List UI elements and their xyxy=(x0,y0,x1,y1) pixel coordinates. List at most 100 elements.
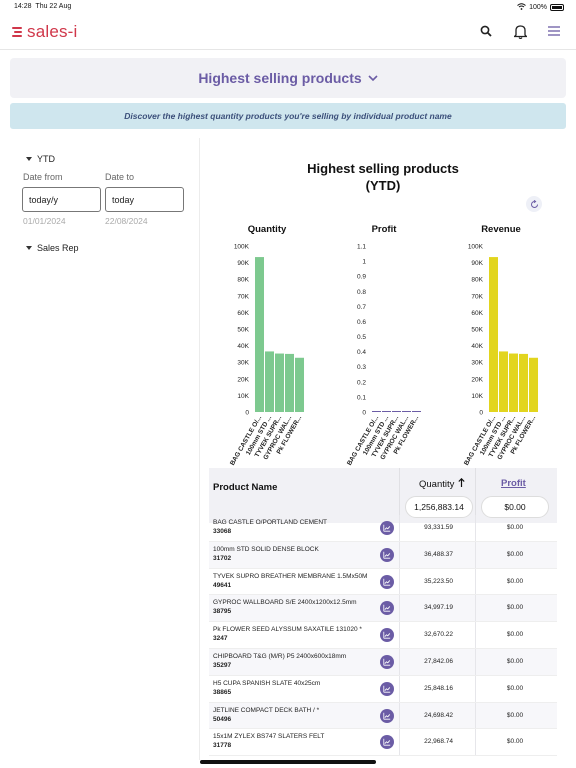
bar xyxy=(295,357,304,412)
product-name: JETLINE COMPACT DECK BATH / * xyxy=(213,706,320,714)
bar xyxy=(372,411,381,412)
chart-title-line2: (YTD) xyxy=(365,178,401,193)
y-tick-label: 30K xyxy=(471,360,483,367)
period-filter-toggle[interactable]: YTD xyxy=(26,154,55,164)
product-code: 38865 xyxy=(213,688,232,696)
trend-chart-icon[interactable] xyxy=(380,735,394,750)
product-quantity: 25,848.16 xyxy=(424,684,453,692)
caret-down-icon xyxy=(26,157,32,161)
table-row[interactable]: Pk FLOWER SEED ALYSSUM SAXATILE 131020 *… xyxy=(209,622,557,649)
y-tick-label: 0 xyxy=(245,410,249,417)
refresh-icon[interactable] xyxy=(526,196,542,212)
column-divider xyxy=(475,468,476,523)
y-tick-label: 0.4 xyxy=(357,349,366,356)
bar xyxy=(499,351,508,412)
y-tick-label: 50K xyxy=(237,327,249,334)
report-selector[interactable]: Highest selling products xyxy=(10,58,566,98)
column-divider xyxy=(475,568,476,595)
product-profit: $0.00 xyxy=(506,711,524,719)
hamburger-menu-icon[interactable] xyxy=(546,23,562,39)
trend-chart-icon[interactable] xyxy=(380,521,394,535)
battery-percent: 100% xyxy=(529,4,547,11)
date-from-resolved: 01/01/2024 xyxy=(23,216,66,226)
trend-chart-icon[interactable] xyxy=(380,574,394,589)
column-divider xyxy=(399,622,400,648)
column-divider xyxy=(399,702,400,729)
product-quantity: 36,488.37 xyxy=(424,550,453,558)
bar xyxy=(509,353,518,412)
column-divider xyxy=(399,541,400,568)
product-name: BAG CASTLE O/PORTLAND CEMENT xyxy=(213,519,328,526)
product-profit: $0.00 xyxy=(506,738,524,746)
table-row[interactable]: JETLINE COMPACT DECK BATH / * 50496 24,698… xyxy=(209,702,557,730)
y-tick-label: 60K xyxy=(237,310,249,317)
y-tick-label: 20K xyxy=(471,376,483,383)
table-row[interactable]: 100mm STD SOLID DENSE BLOCK 31702 36,488.3… xyxy=(209,541,557,569)
trend-chart-icon[interactable] xyxy=(380,547,394,562)
date-from-input[interactable]: today/y xyxy=(22,187,101,212)
column-header-quantity-label: Quantity xyxy=(419,478,455,490)
date-to-input[interactable]: today xyxy=(105,187,184,212)
bar xyxy=(255,257,264,412)
y-tick-label: 0.6 xyxy=(357,319,366,326)
trend-chart-icon[interactable] xyxy=(380,708,394,723)
table-row[interactable]: GYPROC WALLBOARD S/E 2400x1200x12.5mm 387… xyxy=(209,595,557,623)
home-indicator[interactable] xyxy=(200,760,376,764)
table-row[interactable]: BAG CASTLE O/PORTLAND CEMENT 33068 93,331.… xyxy=(209,515,557,542)
total-profit: $0.00 xyxy=(481,496,549,518)
column-header-product-name: Product Name xyxy=(213,482,278,493)
trend-chart-icon[interactable] xyxy=(380,654,394,669)
y-tick-label: 0.5 xyxy=(357,334,366,341)
report-title: Highest selling products xyxy=(198,70,362,86)
product-profit: $0.00 xyxy=(506,657,524,665)
product-name: 15x1M ZYLEX BS747 SLATERS FELT xyxy=(213,733,325,741)
trend-chart-icon[interactable] xyxy=(380,601,394,616)
sales-rep-filter-toggle[interactable]: Sales Rep xyxy=(26,243,79,253)
product-code: 50496 xyxy=(213,715,232,723)
product-code: 31778 xyxy=(213,742,232,750)
bar xyxy=(402,411,411,412)
y-tick-label: 40K xyxy=(237,343,249,350)
date-to-resolved: 22/08/2024 xyxy=(105,216,148,226)
bar xyxy=(519,353,528,412)
bar xyxy=(275,353,284,412)
column-header-quantity[interactable]: Quantity xyxy=(419,477,466,490)
app-header: sales-i xyxy=(0,14,576,50)
column-divider xyxy=(399,515,400,541)
product-quantity: 24,698.42 xyxy=(424,711,453,719)
period-label: YTD xyxy=(37,154,55,164)
table-row[interactable]: 15x1M ZYLEX BS747 SLATERS FELT 31778 22,96… xyxy=(209,729,557,757)
bell-icon[interactable] xyxy=(512,23,528,39)
y-tick-label: 0.2 xyxy=(357,379,366,386)
product-code: 3247 xyxy=(213,635,228,643)
product-profit: $0.00 xyxy=(506,684,524,692)
product-quantity: 35,223.50 xyxy=(424,577,453,585)
y-tick-label: 0.1 xyxy=(357,394,366,401)
product-name: H5 CUPA SPANISH SLATE 40x25cm xyxy=(213,679,321,687)
product-profit: $0.00 xyxy=(506,577,524,585)
y-tick-label: 90K xyxy=(237,260,249,267)
trend-chart-icon[interactable] xyxy=(380,628,394,643)
chart-title-line1: Highest selling products xyxy=(307,161,459,176)
status-indicators: 100% xyxy=(517,3,564,12)
column-divider xyxy=(475,648,476,675)
product-code: 33068 xyxy=(213,528,232,535)
product-code: 38795 xyxy=(213,608,232,616)
caret-down-icon xyxy=(26,246,32,250)
search-icon[interactable] xyxy=(478,23,494,39)
sales-i-logo[interactable]: sales-i xyxy=(12,22,78,42)
column-header-profit[interactable]: Profit xyxy=(501,478,526,489)
y-tick-label: 10K xyxy=(237,393,249,400)
trend-chart-icon[interactable] xyxy=(380,681,394,696)
table-row[interactable]: H5 CUPA SPANISH SLATE 40x25cm 38865 25,848… xyxy=(209,675,557,703)
table-row[interactable]: TYVEK SUPRO BREATHER MEMBRANE 1.5Mx50M 49… xyxy=(209,568,557,596)
product-quantity: 93,331.59 xyxy=(424,524,453,531)
product-name: Pk FLOWER SEED ALYSSUM SAXATILE 131020 * xyxy=(213,626,362,634)
column-divider xyxy=(475,622,476,648)
y-tick-label: 1.1 xyxy=(357,244,366,251)
product-quantity: 22,968.74 xyxy=(424,738,453,746)
date-from-label: Date from xyxy=(23,172,63,182)
table-row[interactable]: CHIPBOARD T&G (M/R) P5 2400x600x18mm 3529… xyxy=(209,648,557,676)
bar xyxy=(529,357,538,412)
product-code: 35297 xyxy=(213,661,232,669)
